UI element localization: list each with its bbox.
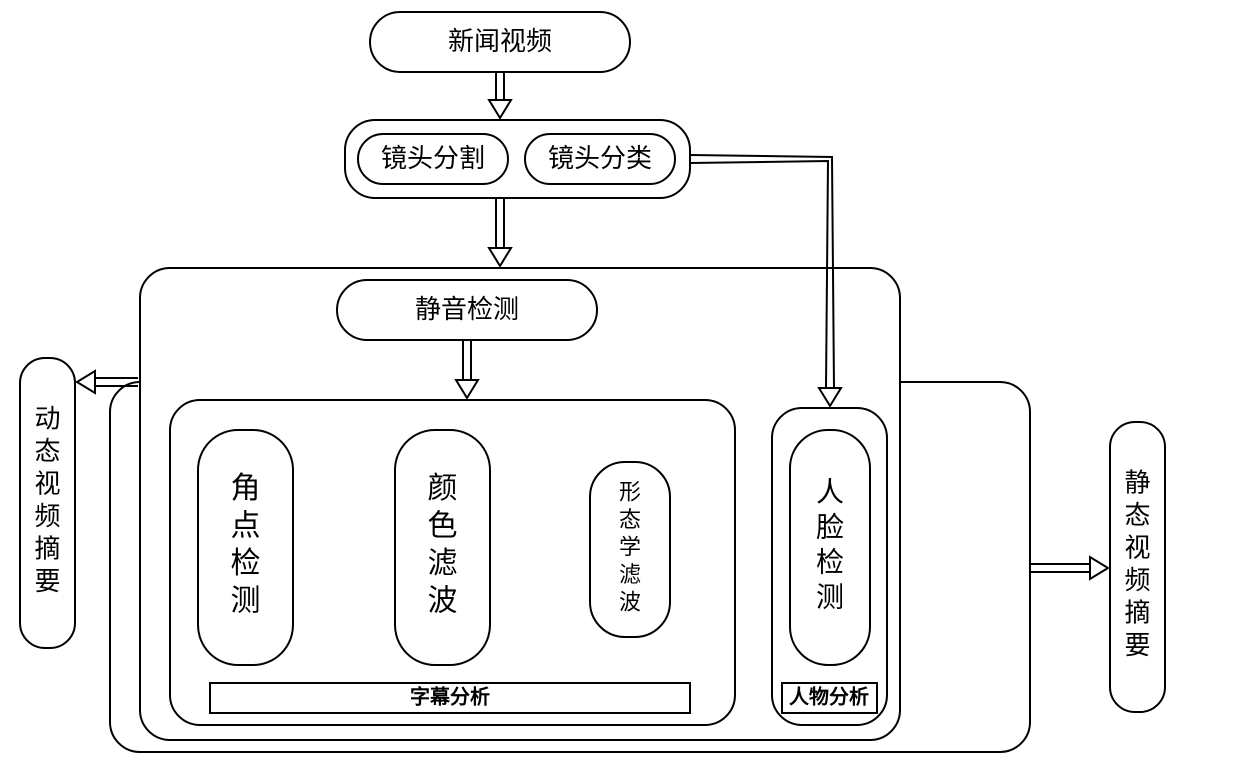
svg-text:测: 测 bbox=[231, 585, 261, 618]
svg-text:摘: 摘 bbox=[34, 535, 60, 564]
person-label-text: 人物分析 bbox=[789, 685, 869, 709]
morph-label: 形态学滤波 bbox=[619, 480, 641, 615]
svg-text:态: 态 bbox=[1124, 501, 1150, 530]
flowchart-diagram: 新闻视频 镜头分割 镜头分类 静音检测 角点检测 颜色滤波 形态学滤波 字幕分析… bbox=[0, 0, 1240, 767]
svg-text:要: 要 bbox=[1124, 631, 1150, 660]
svg-text:颜: 颜 bbox=[428, 472, 458, 505]
silence-label: 静音检测 bbox=[415, 295, 519, 324]
svg-text:动: 动 bbox=[34, 405, 60, 434]
svg-text:要: 要 bbox=[34, 567, 60, 596]
svg-text:测: 测 bbox=[816, 582, 844, 613]
svg-text:态: 态 bbox=[34, 437, 60, 466]
svg-text:色: 色 bbox=[428, 510, 458, 543]
svg-text:人: 人 bbox=[816, 477, 844, 508]
news-video-label: 新闻视频 bbox=[448, 27, 552, 56]
svg-text:频: 频 bbox=[34, 502, 60, 531]
svg-text:角: 角 bbox=[231, 472, 261, 505]
svg-text:脸: 脸 bbox=[816, 511, 844, 543]
svg-text:频: 频 bbox=[1124, 566, 1150, 595]
svg-text:滤: 滤 bbox=[428, 547, 458, 580]
svg-text:滤: 滤 bbox=[619, 562, 641, 587]
svg-text:波: 波 bbox=[619, 590, 641, 615]
subtitle-label-text: 字幕分析 bbox=[410, 685, 490, 709]
svg-text:检: 检 bbox=[816, 546, 844, 578]
svg-text:波: 波 bbox=[428, 585, 458, 618]
svg-text:形: 形 bbox=[619, 480, 641, 505]
svg-text:视: 视 bbox=[1124, 534, 1150, 563]
svg-text:检: 检 bbox=[231, 547, 261, 580]
svg-text:态: 态 bbox=[619, 507, 641, 532]
shot-split-label: 镜头分割 bbox=[381, 144, 485, 173]
svg-text:学: 学 bbox=[619, 535, 641, 560]
svg-text:点: 点 bbox=[231, 510, 261, 543]
svg-text:静: 静 bbox=[1124, 469, 1150, 498]
svg-text:摘: 摘 bbox=[1124, 599, 1150, 628]
svg-text:视: 视 bbox=[34, 470, 60, 499]
shot-class-label: 镜头分类 bbox=[548, 144, 652, 173]
